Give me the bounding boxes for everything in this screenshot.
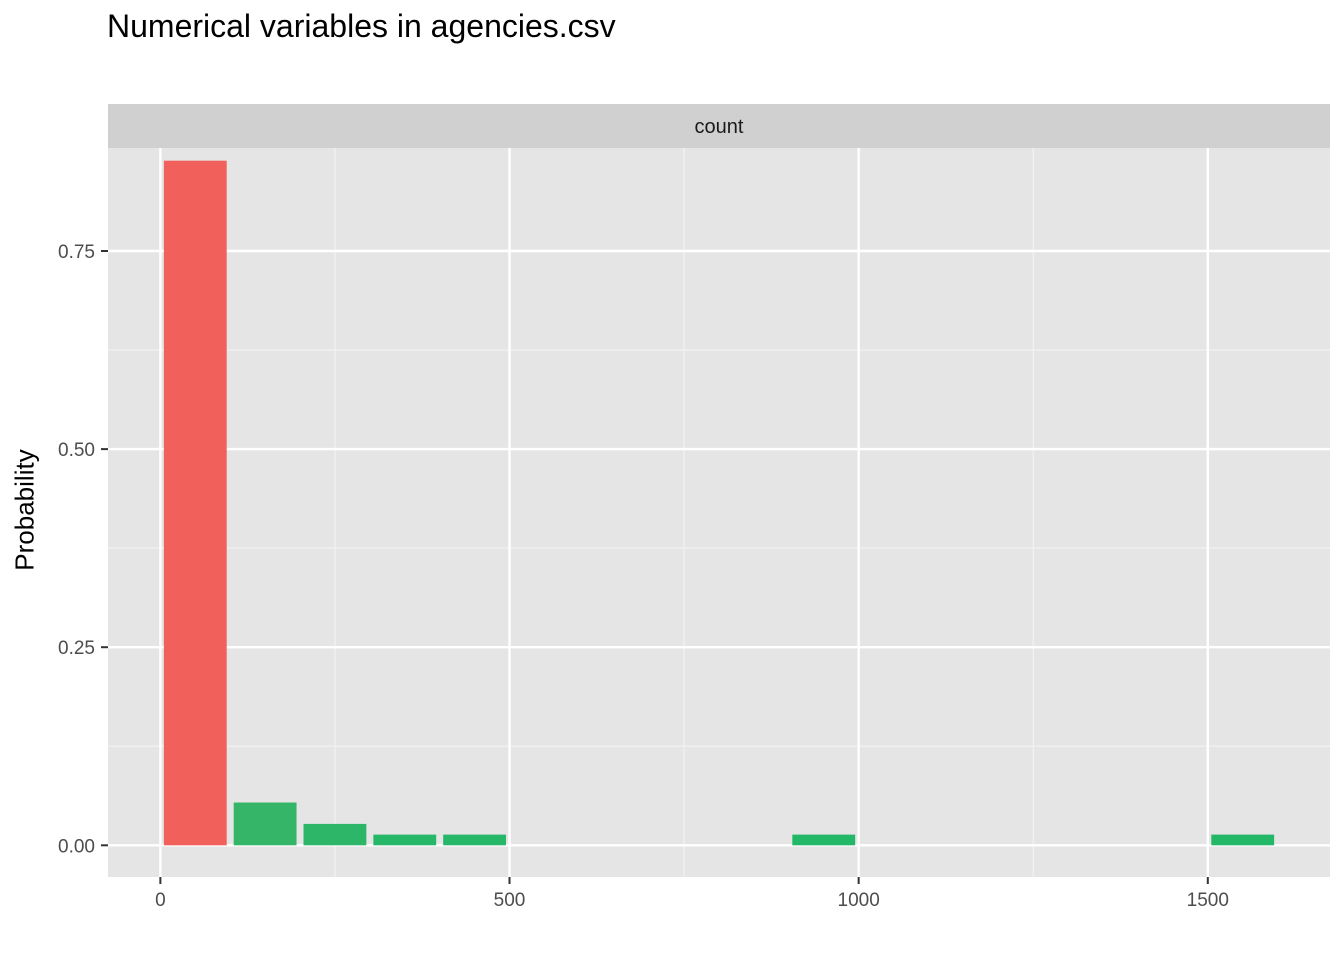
y-tick-label: 0.75 (58, 242, 95, 263)
minor-gridlines (108, 148, 1330, 877)
y-tick-label: 0.25 (58, 638, 95, 659)
x-tick-label: 1000 (838, 890, 880, 911)
x-axis: 0 500 1000 1500 (155, 877, 1229, 911)
facet-strip (108, 104, 1330, 148)
plot-panel (108, 148, 1330, 877)
x-tick-label: 1500 (1187, 890, 1229, 911)
histogram-bar-3 (373, 834, 437, 846)
histogram-bar-2 (303, 823, 367, 846)
y-tick-label: 0.50 (58, 440, 95, 461)
x-tick-label: 0 (155, 890, 166, 911)
histogram-bar-1 (233, 802, 297, 846)
histogram-bar-15 (1211, 834, 1275, 846)
histogram-bars (163, 160, 1275, 846)
chart-title: Numerical variables in agencies.csv (107, 8, 616, 44)
facet-strip-label: count (695, 116, 744, 138)
y-tick-label: 0.00 (58, 836, 95, 857)
y-axis: 0.00 0.25 0.50 0.75 (58, 242, 108, 857)
x-tick-label: 500 (494, 890, 526, 911)
histogram-bar-4 (443, 834, 507, 846)
histogram-bar-9 (792, 834, 856, 846)
histogram-bar-0 (163, 160, 227, 846)
